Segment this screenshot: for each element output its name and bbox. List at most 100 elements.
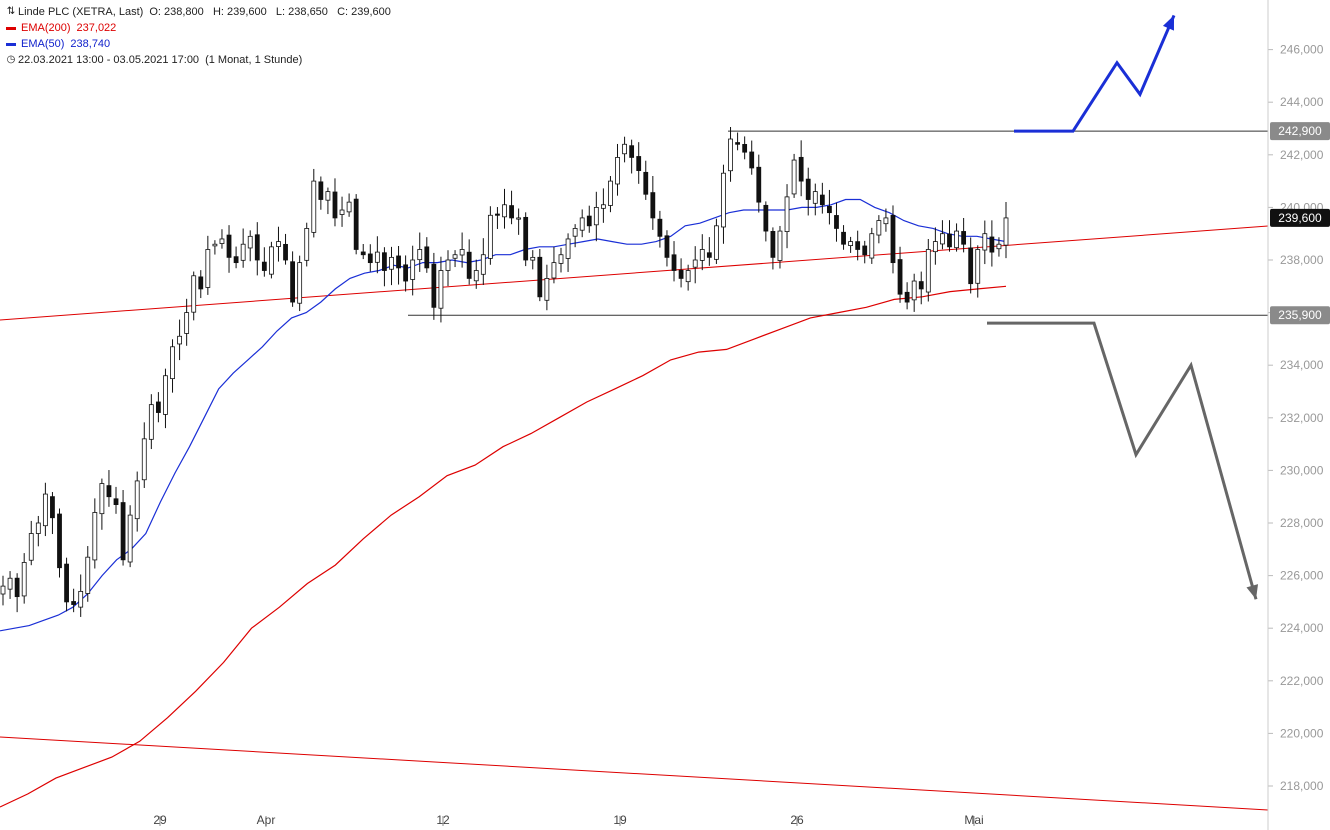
candle-body xyxy=(269,246,274,275)
candle xyxy=(417,232,423,272)
y-tick-label: 224,000 xyxy=(1280,621,1324,635)
bullish-scenario-arrow-head xyxy=(1162,15,1174,31)
candle xyxy=(360,244,366,260)
candle-body xyxy=(714,225,719,260)
y-tick-label: 226,000 xyxy=(1280,569,1324,583)
candle-body xyxy=(968,247,974,285)
candle xyxy=(932,227,938,265)
price-badges: 242,900 235,900 239,600 xyxy=(1270,122,1330,325)
support-badge-label: 235,900 xyxy=(1278,308,1322,322)
candle-body xyxy=(184,312,190,334)
candle xyxy=(657,210,663,248)
candle-body xyxy=(593,206,599,226)
candle-body xyxy=(841,231,846,245)
candle-body xyxy=(812,191,818,204)
candle xyxy=(509,190,514,225)
bearish-scenario-arrow-head xyxy=(1246,584,1259,600)
instrument-name: Linde PLC (XETRA, Last) xyxy=(18,6,144,18)
candle xyxy=(254,222,260,276)
candle xyxy=(664,230,670,267)
candle-body xyxy=(897,259,903,295)
candle-body xyxy=(940,233,945,245)
candle-body xyxy=(664,235,670,258)
candle xyxy=(827,189,832,225)
y-tick-label: 230,000 xyxy=(1280,463,1324,477)
y-tick-label: 218,000 xyxy=(1280,779,1324,793)
candle-body xyxy=(346,201,352,213)
candle xyxy=(177,319,182,361)
candle xyxy=(297,255,303,312)
candle-body xyxy=(671,254,677,271)
candle xyxy=(643,160,649,200)
candle xyxy=(904,282,910,310)
candle-body xyxy=(170,346,175,380)
ema200-line xyxy=(0,285,1007,808)
candle-body xyxy=(332,191,338,219)
candle xyxy=(777,225,783,269)
candle-body xyxy=(600,204,606,209)
legend-ema200-row: EMA(200) 237,022 xyxy=(4,20,391,36)
candle-body xyxy=(163,375,168,415)
candle xyxy=(678,258,684,288)
candle xyxy=(155,392,161,423)
candle-body xyxy=(452,254,458,259)
ema200-swatch xyxy=(6,26,16,30)
candle xyxy=(290,251,295,307)
candle xyxy=(332,178,338,227)
candle-body xyxy=(71,601,77,605)
candle-body xyxy=(699,249,705,261)
candle xyxy=(940,220,945,250)
candle-body xyxy=(367,253,373,264)
candle-body xyxy=(827,205,832,214)
candle xyxy=(516,208,522,235)
candle xyxy=(367,244,373,272)
candle xyxy=(99,478,105,530)
candle xyxy=(148,394,154,450)
candle-body xyxy=(982,233,988,251)
candle xyxy=(276,226,281,262)
candle-body xyxy=(205,249,211,288)
candle xyxy=(240,228,246,268)
candle xyxy=(14,573,20,613)
candle xyxy=(862,240,868,264)
candle-body xyxy=(431,263,437,308)
y-tick-label: 220,000 xyxy=(1280,726,1324,740)
candle xyxy=(233,246,239,269)
candle xyxy=(812,183,818,216)
ohlc-values: O: 238,800 H: 239,600 L: 238,650 C: 239,… xyxy=(149,6,391,18)
x-tick-label: 26 xyxy=(790,813,804,827)
candle xyxy=(459,232,465,268)
candlestick-icon: ⇅ xyxy=(6,6,16,17)
candle xyxy=(353,194,359,255)
candle xyxy=(615,143,620,196)
candle xyxy=(28,520,34,566)
candle xyxy=(424,237,430,273)
candle xyxy=(918,271,924,305)
candle-body xyxy=(438,270,444,309)
candle xyxy=(325,187,331,215)
trendlines xyxy=(0,225,1269,811)
candle-body xyxy=(657,218,663,237)
candle-body xyxy=(791,159,797,195)
candle xyxy=(0,575,6,606)
candle xyxy=(219,229,225,249)
candle xyxy=(113,486,119,514)
candle-body xyxy=(459,249,465,256)
candle xyxy=(805,167,811,216)
candle xyxy=(855,230,861,261)
bullish-scenario-arrow xyxy=(1014,14,1176,133)
candle xyxy=(749,140,755,175)
candle xyxy=(64,557,69,612)
candle-body xyxy=(735,142,740,145)
candle xyxy=(106,470,112,507)
candle-body xyxy=(177,335,182,345)
candle-body xyxy=(417,249,423,261)
candle-body xyxy=(92,512,98,561)
candle-body xyxy=(261,261,267,271)
candle xyxy=(848,236,854,253)
period-range: 22.03.2021 13:00 - 03.05.2021 17:00 xyxy=(18,54,200,66)
candle-body xyxy=(445,259,451,271)
candle-body xyxy=(996,243,1002,250)
y-tick-label: 244,000 xyxy=(1280,95,1324,109)
